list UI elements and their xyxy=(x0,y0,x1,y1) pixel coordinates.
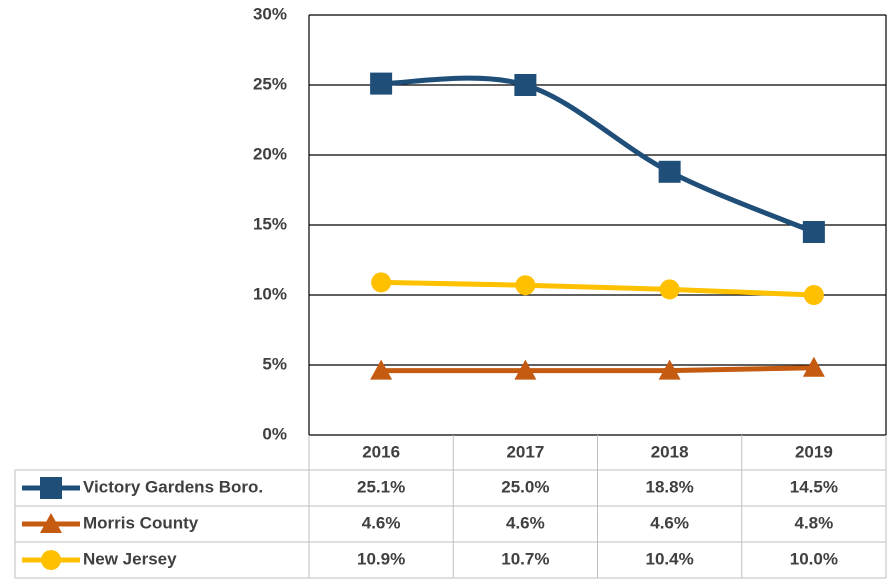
y-tick-label: 30% xyxy=(253,4,287,23)
data-point xyxy=(514,359,537,380)
table-value: 4.8% xyxy=(795,513,834,532)
data-point xyxy=(370,359,393,380)
legend-label: Victory Gardens Boro. xyxy=(83,477,263,496)
data-point xyxy=(515,275,536,296)
data-point xyxy=(514,74,537,96)
legend-label: New Jersey xyxy=(83,549,177,568)
data-point xyxy=(802,221,825,243)
series-line xyxy=(381,365,814,374)
series-line xyxy=(381,279,814,298)
legend-marker xyxy=(41,550,61,570)
series-line xyxy=(381,75,815,235)
data-point xyxy=(371,272,392,293)
table-value: 4.6% xyxy=(650,513,689,532)
table-value: 10.4% xyxy=(646,549,694,568)
x-tick-label: 2019 xyxy=(795,442,833,461)
data-point xyxy=(803,285,824,305)
x-tick-label: 2018 xyxy=(651,442,689,461)
legend-marker xyxy=(40,513,62,533)
data-point xyxy=(658,359,681,380)
y-tick-label: 20% xyxy=(253,144,287,163)
x-tick-label: 2017 xyxy=(506,442,544,461)
y-tick-label: 25% xyxy=(253,74,287,93)
legend-marker xyxy=(40,477,62,499)
x-tick-label: 2016 xyxy=(362,442,400,461)
y-tick-label: 5% xyxy=(262,354,287,373)
table-value: 4.6% xyxy=(362,513,401,532)
y-tick-label: 15% xyxy=(253,214,287,233)
table-value: 10.9% xyxy=(357,549,405,568)
table-value: 14.5% xyxy=(790,477,838,496)
table-value: 25.1% xyxy=(357,477,405,496)
y-tick-label: 10% xyxy=(253,284,287,303)
table-value: 4.6% xyxy=(506,513,545,532)
data-point xyxy=(802,356,825,377)
table-value: 18.8% xyxy=(646,477,694,496)
data-point xyxy=(370,72,393,95)
y-tick-label: 0% xyxy=(262,424,287,443)
data-point xyxy=(659,279,680,300)
table-value: 10.7% xyxy=(501,549,549,568)
legend-label: Morris County xyxy=(83,513,199,532)
data-point xyxy=(658,160,681,183)
table-value: 10.0% xyxy=(790,549,838,568)
table-value: 25.0% xyxy=(501,477,549,496)
